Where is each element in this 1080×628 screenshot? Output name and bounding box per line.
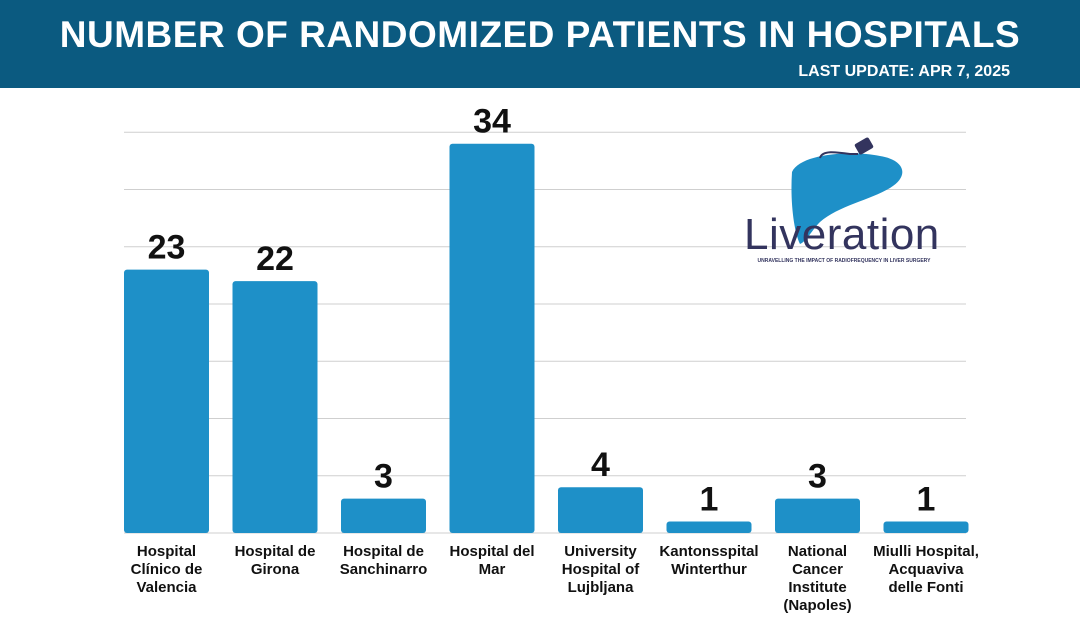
logo-wordmark: Liveration (744, 210, 940, 259)
value-label: 3 (374, 458, 393, 496)
bar-chart: 23 22 3 34 4 1 3 1 (124, 103, 969, 534)
probe-wire (819, 151, 858, 159)
last-update-label: LAST UPDATE: APR 7, 2025 (798, 63, 1010, 80)
liver-shape (791, 153, 903, 244)
bar (124, 269, 209, 533)
category-label: Hospital de Girona (234, 543, 316, 578)
value-label: 3 (808, 458, 827, 496)
chart-title: NUMBER OF RANDOMIZED PATIENTS IN HOSPITA… (59, 14, 1021, 55)
category-label: Kantonsspital Winterthur (659, 543, 759, 578)
liver-logo-icon (791, 137, 903, 244)
bar (558, 487, 643, 533)
bar (775, 498, 860, 533)
bar (666, 521, 752, 533)
value-label: 1 (917, 481, 936, 519)
probe-handle (854, 137, 874, 155)
category-label: Miulli Hospital, Acquaviva delle Fonti (873, 543, 979, 596)
category-label: Hospital Clínico de Valencia (130, 543, 203, 596)
logo-tagline: UNRAVELLING THE IMPACT OF RADIOFREQUENCY… (757, 258, 931, 264)
category-label: University Hospital of Lujbljana (561, 543, 640, 596)
bar (449, 143, 535, 533)
value-label: 34 (473, 103, 511, 141)
value-label: 22 (256, 240, 294, 278)
value-label: 4 (591, 446, 610, 484)
bar (341, 498, 426, 533)
title-banner: NUMBER OF RANDOMIZED PATIENTS IN HOSPITA… (0, 0, 1080, 88)
bar (883, 521, 969, 533)
category-label: Hospital de Sanchinarro (339, 543, 428, 578)
value-label: 1 (700, 481, 719, 519)
category-label: National Cancer Institute (Napoles) (783, 543, 852, 614)
value-label: 23 (148, 229, 186, 267)
bar (232, 281, 318, 533)
category-label: Hospital del Mar (449, 543, 535, 578)
